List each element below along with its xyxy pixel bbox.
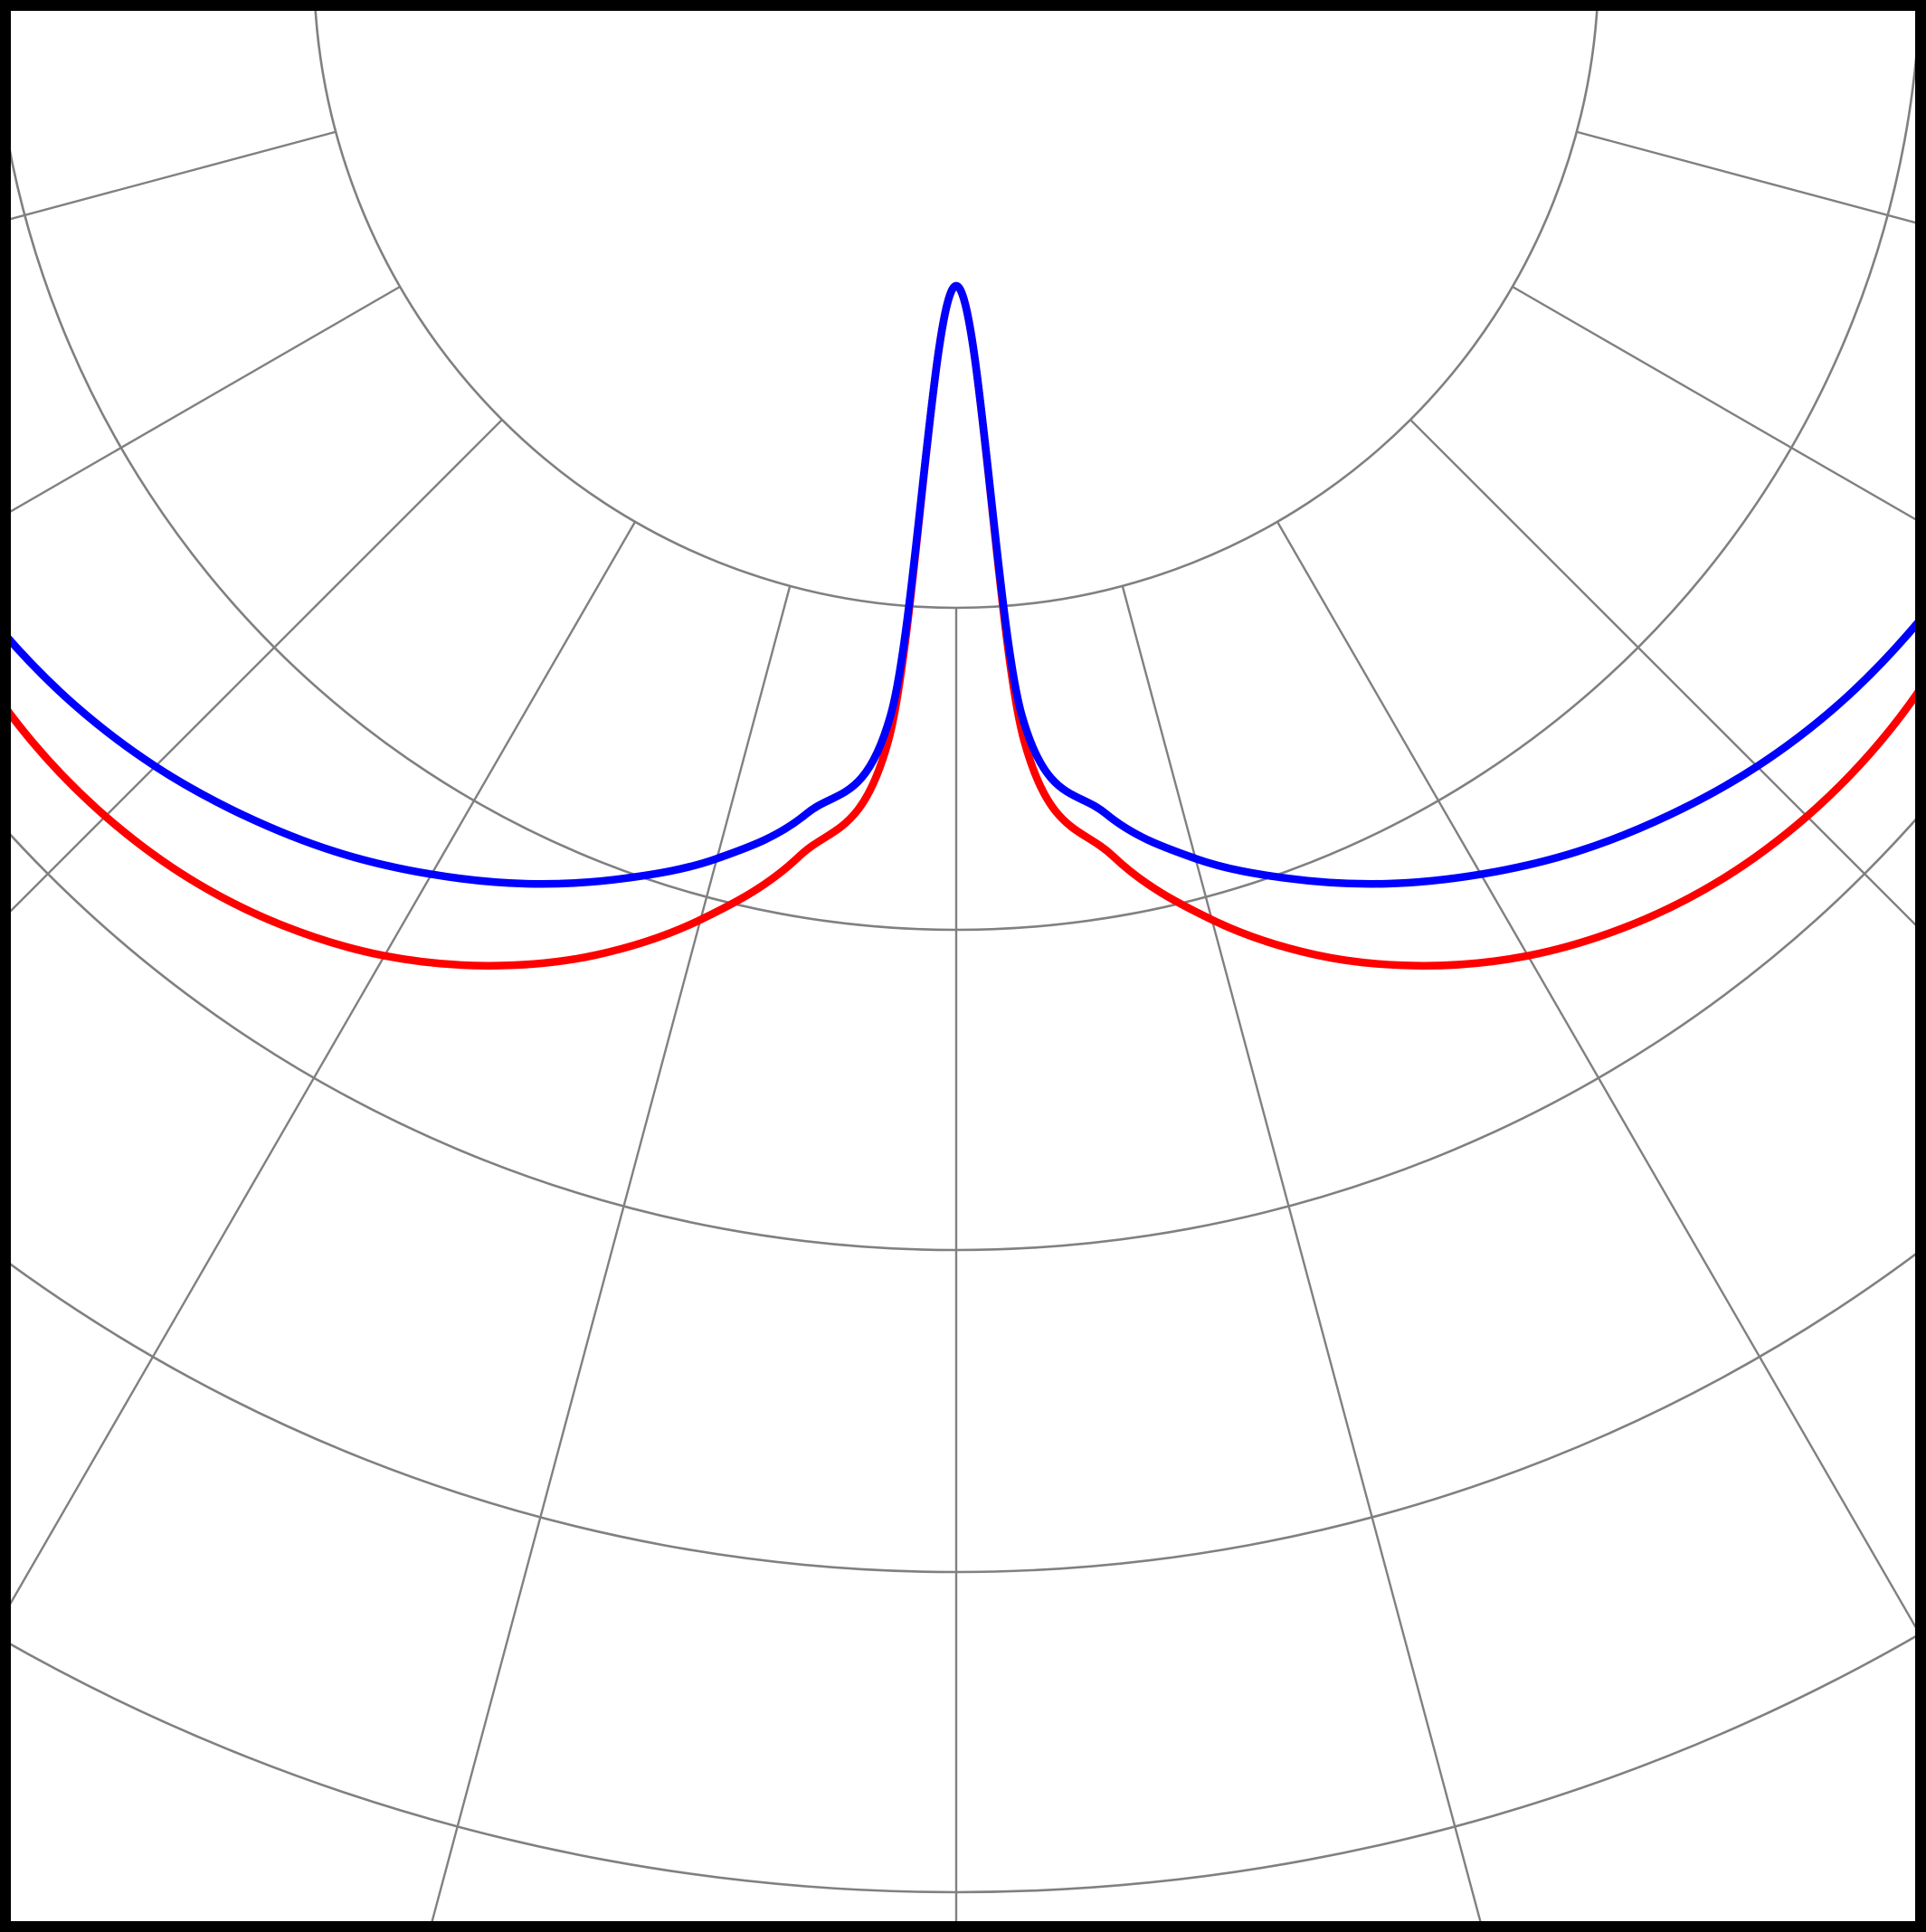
polar-grid-ring-2 (0, 806, 1926, 1252)
polar-grid-spoke--30 (0, 521, 637, 1624)
polar-grid-ring-1 (0, 0, 1921, 932)
polar-grid-ring-3 (0, 1245, 1926, 1574)
polar-grid-spoke--60 (0, 285, 401, 519)
polar-grid-spoke-75 (1576, 130, 1926, 227)
polar-grid-spoke-30 (1276, 521, 1926, 1648)
polar-grid-spoke-45 (1409, 419, 1926, 937)
polar-grid-ring-0 (313, 0, 1599, 610)
series-curve-blue (0, 281, 1926, 888)
polar-grid-spoke--45 (0, 419, 503, 923)
polar-grid-spoke--75 (0, 130, 337, 223)
polar-grid-spoke-60 (1512, 285, 1926, 527)
polar-grid-spoke-15 (1121, 585, 1485, 1932)
polar-grid-spoke--15 (428, 585, 792, 1932)
polar-grid-ring-4 (0, 1628, 1926, 1894)
